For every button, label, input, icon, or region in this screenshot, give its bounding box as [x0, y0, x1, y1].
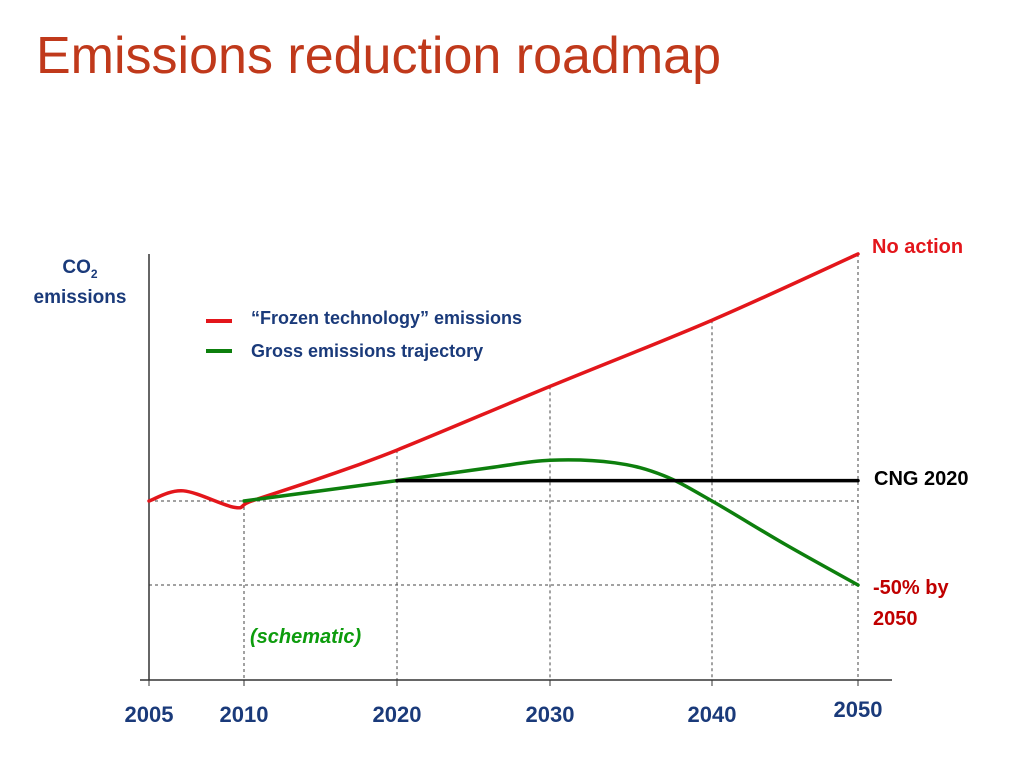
target-label-line1: -50% by [873, 577, 949, 599]
y-axis-label-subscript: 2 [91, 267, 98, 281]
chart-gridlines [149, 254, 859, 680]
series-frozen-technology [147, 252, 860, 510]
target-label-line2: 2050 [873, 608, 918, 630]
y-axis-label-line2: emissions [34, 287, 127, 308]
no-action-label: No action [872, 236, 963, 258]
x-tick-label-2005: 2005 [125, 702, 174, 727]
cng-2020-label: CNG 2020 [874, 468, 969, 490]
legend-label-gross: Gross emissions trajectory [251, 341, 483, 361]
x-tick-label-2010: 2010 [220, 702, 269, 727]
page-title: Emissions reduction roadmap [36, 27, 721, 85]
chart-legend: “Frozen technology” emissions Gross emis… [206, 308, 522, 361]
x-tick-label-2030: 2030 [526, 702, 575, 727]
x-tick-label-2040: 2040 [688, 702, 737, 727]
series-gross-emissions [242, 458, 860, 587]
schematic-label: (schematic) [250, 626, 361, 648]
chart-axes [140, 254, 892, 681]
x-tick-labels: 2005 2010 2020 2030 2040 2050 [125, 680, 883, 727]
y-axis-label-co: CO [62, 257, 91, 278]
legend-label-frozen: “Frozen technology” emissions [251, 308, 522, 328]
y-axis-label: CO2 [62, 257, 98, 281]
x-tick-label-2020: 2020 [373, 702, 422, 727]
x-tick-label-2050: 2050 [834, 697, 883, 722]
chart-series [147, 252, 860, 587]
